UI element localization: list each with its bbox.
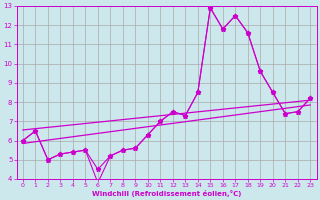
X-axis label: Windchill (Refroidissement éolien,°C): Windchill (Refroidissement éolien,°C) xyxy=(92,190,241,197)
